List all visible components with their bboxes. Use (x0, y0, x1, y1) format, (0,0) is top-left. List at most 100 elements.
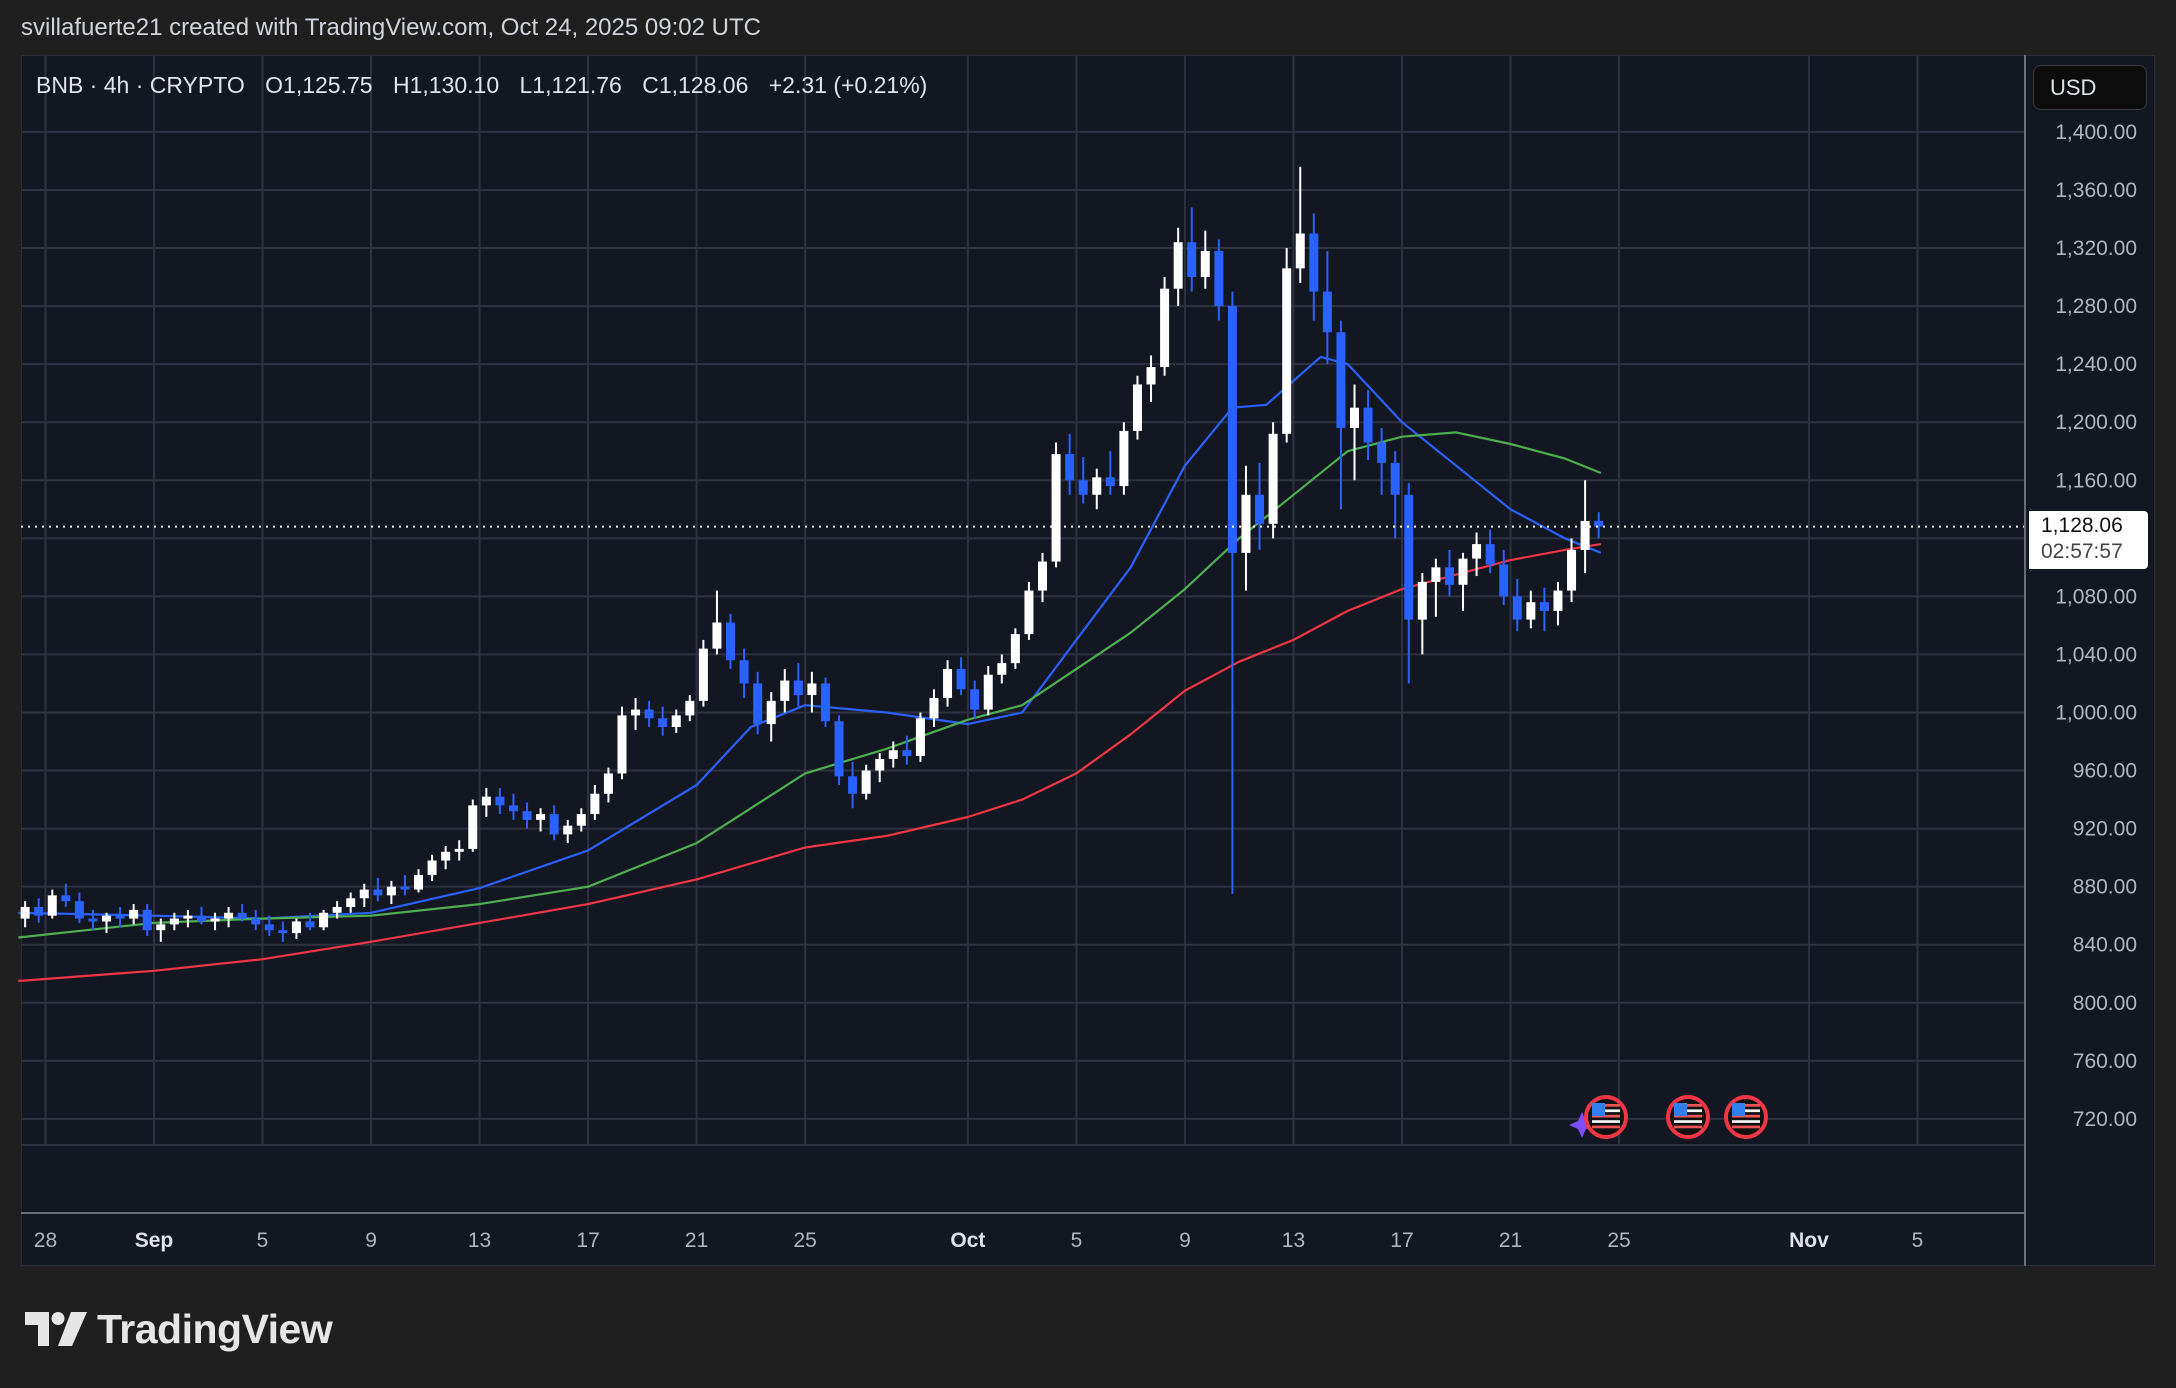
candle-up (1350, 384, 1360, 481)
candle-body (1010, 634, 1020, 664)
candle-body (441, 851, 451, 861)
candle-up (1241, 465, 1251, 591)
candle-body (1594, 520, 1604, 527)
candle-body (1363, 407, 1373, 443)
candle-body (1214, 250, 1224, 307)
flag-stripe (1592, 1109, 1620, 1113)
candle-up (1038, 552, 1048, 603)
candle-up (631, 697, 641, 730)
candle-up (169, 912, 179, 931)
candle-down (115, 906, 125, 928)
symbol-info[interactable]: BNB · 4h · CRYPTO (36, 72, 245, 98)
candle-body (1458, 558, 1468, 585)
flag-stripe (1674, 1104, 1702, 1107)
last-price-value: 1,128.06 (2041, 514, 2123, 537)
candle-body (1553, 590, 1563, 611)
candle-up (875, 753, 885, 783)
candle-body (1187, 242, 1197, 278)
candle-body (319, 912, 329, 928)
candle-up (1567, 538, 1577, 603)
chart-credit: svillafuerte21 created with TradingView.… (21, 14, 761, 41)
us-flag-icon[interactable] (1584, 1095, 1628, 1139)
candle-body (671, 715, 681, 727)
candle-up (102, 912, 112, 934)
price-tick-label: 1,240.00 (2055, 353, 2137, 376)
candle-up (47, 889, 57, 919)
candle-up (576, 808, 586, 832)
candle-down (88, 909, 98, 931)
candle-body (47, 895, 57, 916)
price-tick-label: 960.00 (2073, 760, 2137, 783)
candle-down (373, 877, 383, 902)
candle-up (1580, 480, 1590, 574)
candle-body (1539, 602, 1549, 611)
candle-body (468, 805, 478, 849)
candle-body (793, 680, 803, 696)
candle-body (820, 683, 830, 722)
candle-up (20, 901, 30, 928)
candle-body (1377, 442, 1387, 463)
candle-up (1431, 558, 1441, 617)
flag-stripe (1732, 1120, 1760, 1123)
candle-down (264, 915, 274, 936)
candle-down (34, 898, 44, 923)
candle-body (685, 700, 695, 716)
candle-body (196, 915, 206, 922)
tradingview-logo[interactable]: TradingView (25, 1305, 333, 1352)
time-tick-label: 9 (365, 1229, 377, 1252)
close-value: C1,128.06 (642, 72, 749, 98)
logo-text: TradingView (97, 1305, 333, 1352)
time-tick-label: Nov (1789, 1229, 1829, 1252)
candle-down (834, 715, 844, 786)
us-flag-icon[interactable] (1724, 1095, 1768, 1139)
candle-body (1512, 596, 1522, 620)
candle-up (1051, 442, 1061, 568)
candle-down (902, 735, 912, 765)
candle-body (1173, 242, 1183, 289)
candle-body (915, 718, 925, 757)
ohlc-legend: BNB · 4h · CRYPTO O1,125.75 H1,130.10 L1… (36, 72, 941, 99)
candle-body (156, 924, 166, 931)
event-markers[interactable] (1569, 1095, 1768, 1139)
candle-body (1200, 250, 1210, 278)
candle-up (210, 912, 220, 931)
candle-body (34, 906, 44, 916)
candle-up (671, 709, 681, 733)
candle-down (956, 657, 966, 696)
candle-down (74, 892, 84, 923)
time-tick-label: 17 (576, 1229, 599, 1252)
candle-body (1350, 407, 1360, 429)
candle-body (861, 770, 871, 794)
currency-button[interactable]: USD (2033, 65, 2147, 110)
us-flag-icon[interactable] (1666, 1095, 1710, 1139)
candle-body (1567, 549, 1577, 591)
candle-down (793, 663, 803, 707)
candle-body (712, 622, 722, 649)
flag-stripe (1732, 1104, 1760, 1107)
candle-body (264, 924, 274, 931)
candle-down (1444, 549, 1454, 597)
candle-body (1499, 564, 1509, 597)
flag-stripe (1592, 1114, 1620, 1118)
candle-body (658, 718, 668, 727)
candle-up (1010, 628, 1020, 669)
candle-down (1214, 239, 1224, 321)
candle-up (427, 854, 437, 881)
candle-down (753, 671, 763, 735)
tradingview-logo-icon (25, 1312, 87, 1346)
candle-body (1132, 384, 1142, 431)
candle-body (1241, 494, 1251, 553)
candle-down (1187, 207, 1197, 292)
flag-stripe (1592, 1125, 1620, 1129)
candle-up (1553, 581, 1563, 626)
candle-down (142, 904, 152, 936)
price-tick-label: 840.00 (2073, 934, 2137, 957)
candle-down (278, 921, 288, 942)
candle-down (251, 909, 261, 931)
candle-up (1472, 532, 1482, 577)
price-tick-label: 760.00 (2073, 1050, 2137, 1073)
candle-down (1309, 213, 1319, 321)
candle-down (61, 883, 71, 907)
candle-body (1078, 480, 1088, 495)
